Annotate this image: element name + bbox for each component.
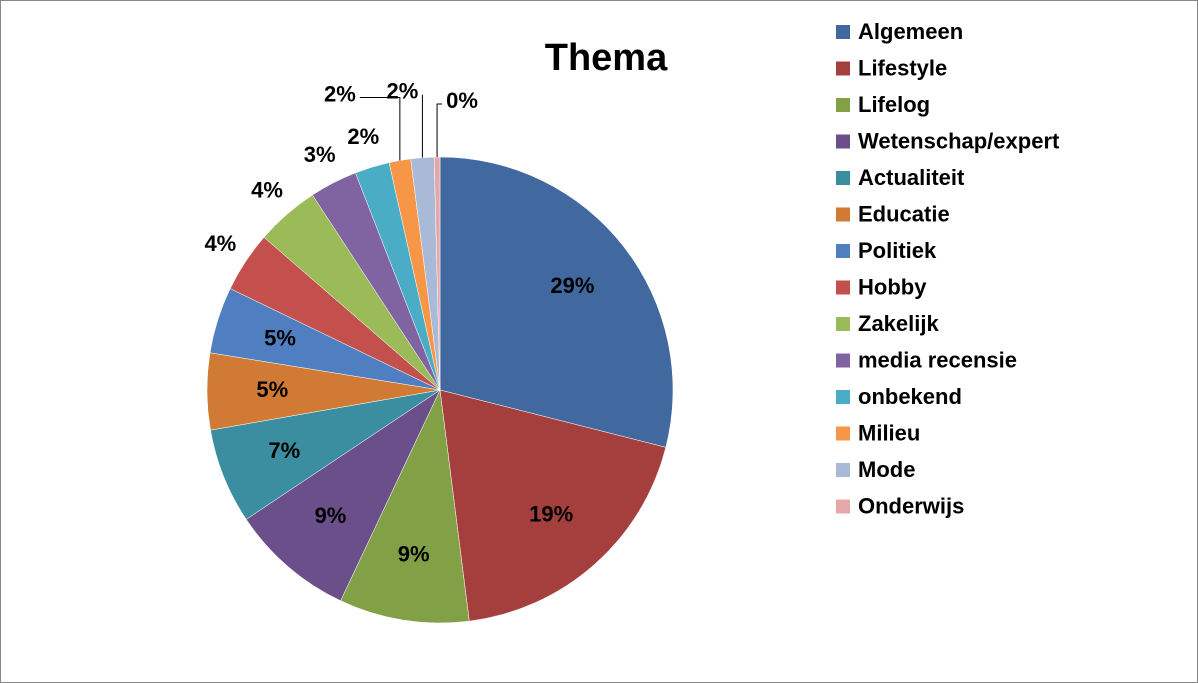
data-label: 3% bbox=[304, 142, 336, 167]
pie-slice bbox=[340, 389, 470, 624]
legend-swatch bbox=[836, 134, 850, 149]
data-label: 19% bbox=[529, 501, 573, 526]
data-label: 5% bbox=[256, 377, 288, 402]
legend-swatch bbox=[836, 463, 850, 477]
pie-slice bbox=[433, 156, 441, 391]
legend-label: Onderwijs bbox=[858, 493, 964, 518]
leader-line bbox=[436, 103, 443, 158]
legend-label: Mode bbox=[858, 457, 915, 482]
legend-label: Lifestyle bbox=[858, 55, 947, 80]
data-label: 0% bbox=[446, 88, 478, 113]
chart-title: Thema bbox=[545, 37, 668, 79]
pie-slice bbox=[245, 389, 441, 602]
legend-swatch bbox=[836, 390, 850, 404]
legend-swatch bbox=[836, 171, 850, 185]
legend-label: media recensie bbox=[858, 347, 1017, 372]
pie-slice bbox=[439, 389, 667, 622]
legend-label: Politiek bbox=[858, 238, 937, 263]
legend-swatch bbox=[836, 244, 850, 258]
legend-swatch bbox=[836, 317, 850, 331]
data-label: 4% bbox=[204, 231, 236, 256]
legend-label: Algemeen bbox=[858, 19, 963, 44]
legend-label: Lifelog bbox=[858, 92, 930, 117]
legend-swatch bbox=[836, 207, 850, 222]
leader-line bbox=[359, 96, 401, 161]
data-label: 9% bbox=[315, 503, 347, 528]
data-label: 9% bbox=[398, 541, 430, 566]
legend-label: Actualiteit bbox=[858, 165, 965, 190]
legend-label: Zakelijk bbox=[858, 311, 939, 336]
data-label: 5% bbox=[264, 325, 296, 350]
legend-swatch bbox=[836, 426, 850, 441]
data-label: 4% bbox=[251, 178, 283, 203]
legend-swatch bbox=[836, 61, 850, 76]
legend-swatch bbox=[836, 98, 850, 112]
data-label: 2% bbox=[324, 81, 356, 106]
legend-swatch bbox=[836, 280, 850, 295]
legend-label: Wetenschap/expert bbox=[858, 128, 1060, 153]
legend-label: Hobby bbox=[858, 274, 927, 299]
data-label: 2% bbox=[387, 78, 419, 103]
legend-swatch bbox=[836, 353, 850, 368]
data-label: 2% bbox=[347, 124, 379, 149]
data-label: 29% bbox=[550, 273, 594, 298]
legend-swatch bbox=[836, 25, 850, 39]
legend-label: Milieu bbox=[858, 420, 920, 445]
legend-label: onbekend bbox=[858, 384, 962, 409]
legend-label: Educatie bbox=[858, 201, 950, 226]
pie-slice bbox=[439, 156, 674, 448]
legend-swatch bbox=[836, 499, 850, 514]
data-label: 7% bbox=[268, 438, 300, 463]
